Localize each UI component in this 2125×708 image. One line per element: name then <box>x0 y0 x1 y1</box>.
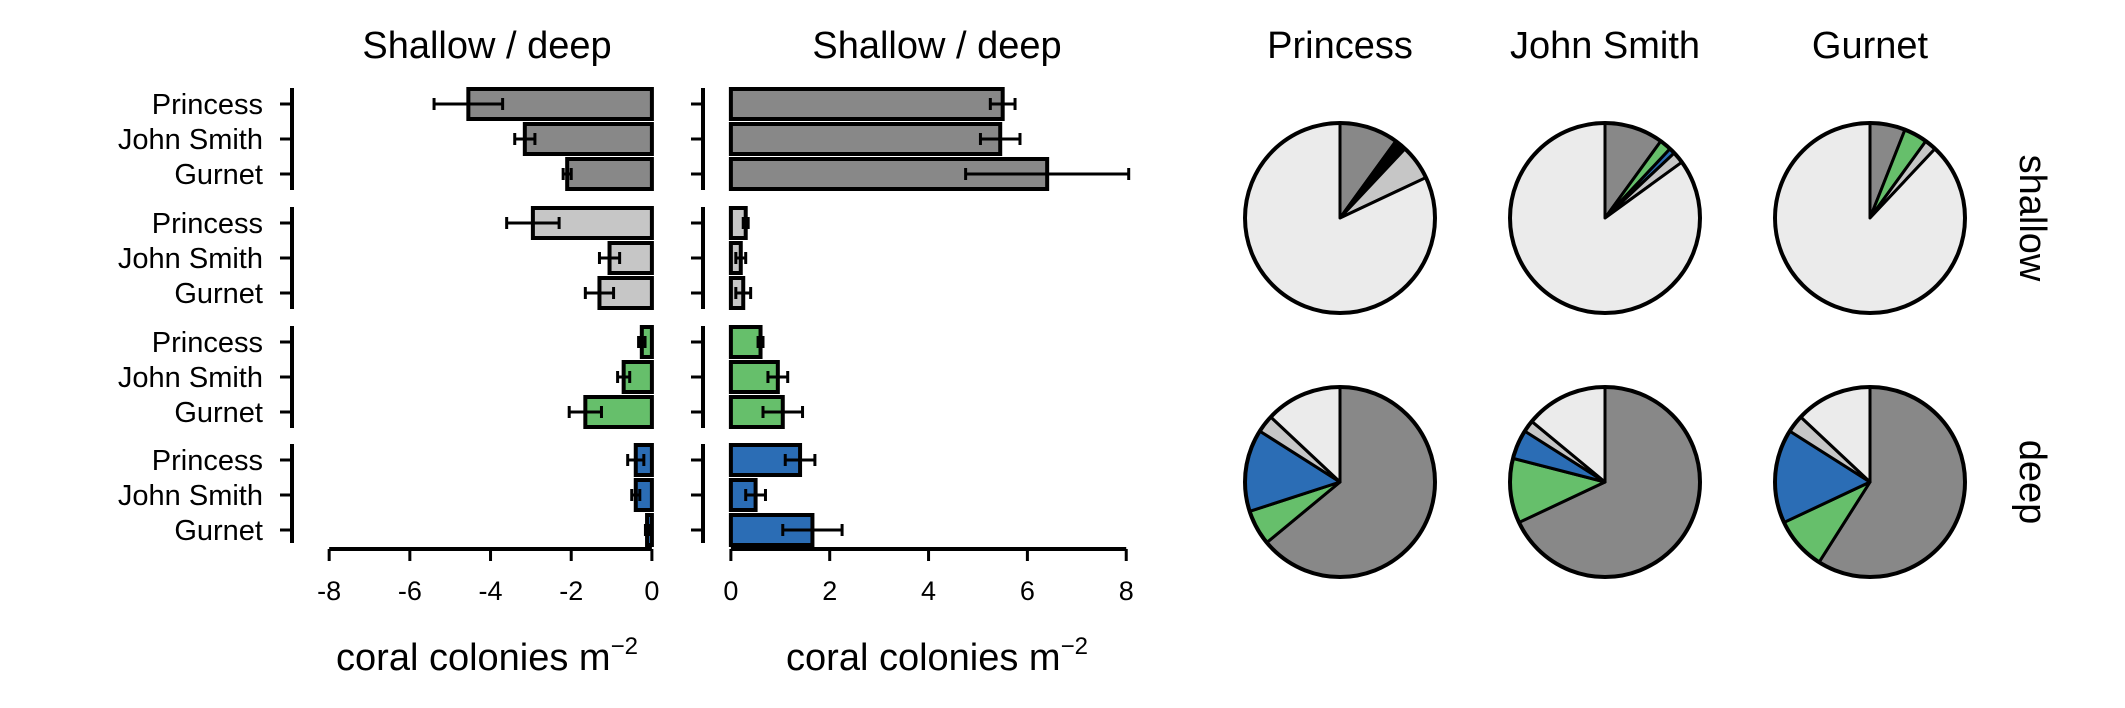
category-label: John Smith <box>118 480 263 512</box>
category-label: John Smith <box>118 124 263 156</box>
pie-column-title-princess: Princess <box>1267 25 1413 67</box>
x-tick-label: 8 <box>1119 576 1134 606</box>
pie-outline <box>1243 121 1437 315</box>
x-tick-label: -8 <box>317 576 341 606</box>
bar <box>728 87 1005 121</box>
x-tick-label: 4 <box>921 576 936 606</box>
category-label: Princess <box>152 327 263 359</box>
x-tick-label: 0 <box>723 576 738 606</box>
x-tick-label: 2 <box>822 576 837 606</box>
bar <box>728 325 763 359</box>
right-panel-title: Shallow / deep <box>812 25 1061 67</box>
bar <box>565 157 654 191</box>
pie-outline <box>1508 385 1702 579</box>
bar <box>530 206 654 240</box>
right-bar-panel: 0 2 4 6 8 <box>691 87 1134 606</box>
pie-column-title-john-smith: John Smith <box>1510 25 1700 67</box>
pie-outline <box>1773 121 1967 315</box>
category-label: Princess <box>152 89 263 121</box>
left-panel-title: Shallow / deep <box>362 25 611 67</box>
x-tick-label: -6 <box>398 576 422 606</box>
pie-outline <box>1773 385 1967 579</box>
right-x-axis-title: coral colonies m−2 <box>786 633 1088 679</box>
pie-column-title-gurnet: Gurnet <box>1812 25 1929 67</box>
category-label: Gurnet <box>174 278 263 310</box>
category-label: Gurnet <box>174 515 263 547</box>
bar <box>728 122 1003 156</box>
pie-outline <box>1508 121 1702 315</box>
x-tick-label: -2 <box>559 576 583 606</box>
bar <box>522 122 654 156</box>
pie-outline <box>1243 385 1437 579</box>
pie-grid <box>1243 121 1967 579</box>
pie-row-label-deep: deep <box>2011 440 2053 525</box>
category-label: Gurnet <box>174 397 263 429</box>
pie-row-label-shallow: shallow <box>2011 155 2053 282</box>
category-label: John Smith <box>118 243 263 275</box>
left-bar-panel: -8 -6 -4 -2 0 <box>280 87 659 606</box>
left-x-axis-title: coral colonies m−2 <box>336 633 638 679</box>
category-label: Princess <box>152 208 263 240</box>
x-tick-label: 6 <box>1020 576 1035 606</box>
category-label: John Smith <box>118 362 263 394</box>
category-label: Gurnet <box>174 159 263 191</box>
x-tick-label: 0 <box>644 576 659 606</box>
category-label: Princess <box>152 445 263 477</box>
x-tick-label: -4 <box>479 576 503 606</box>
